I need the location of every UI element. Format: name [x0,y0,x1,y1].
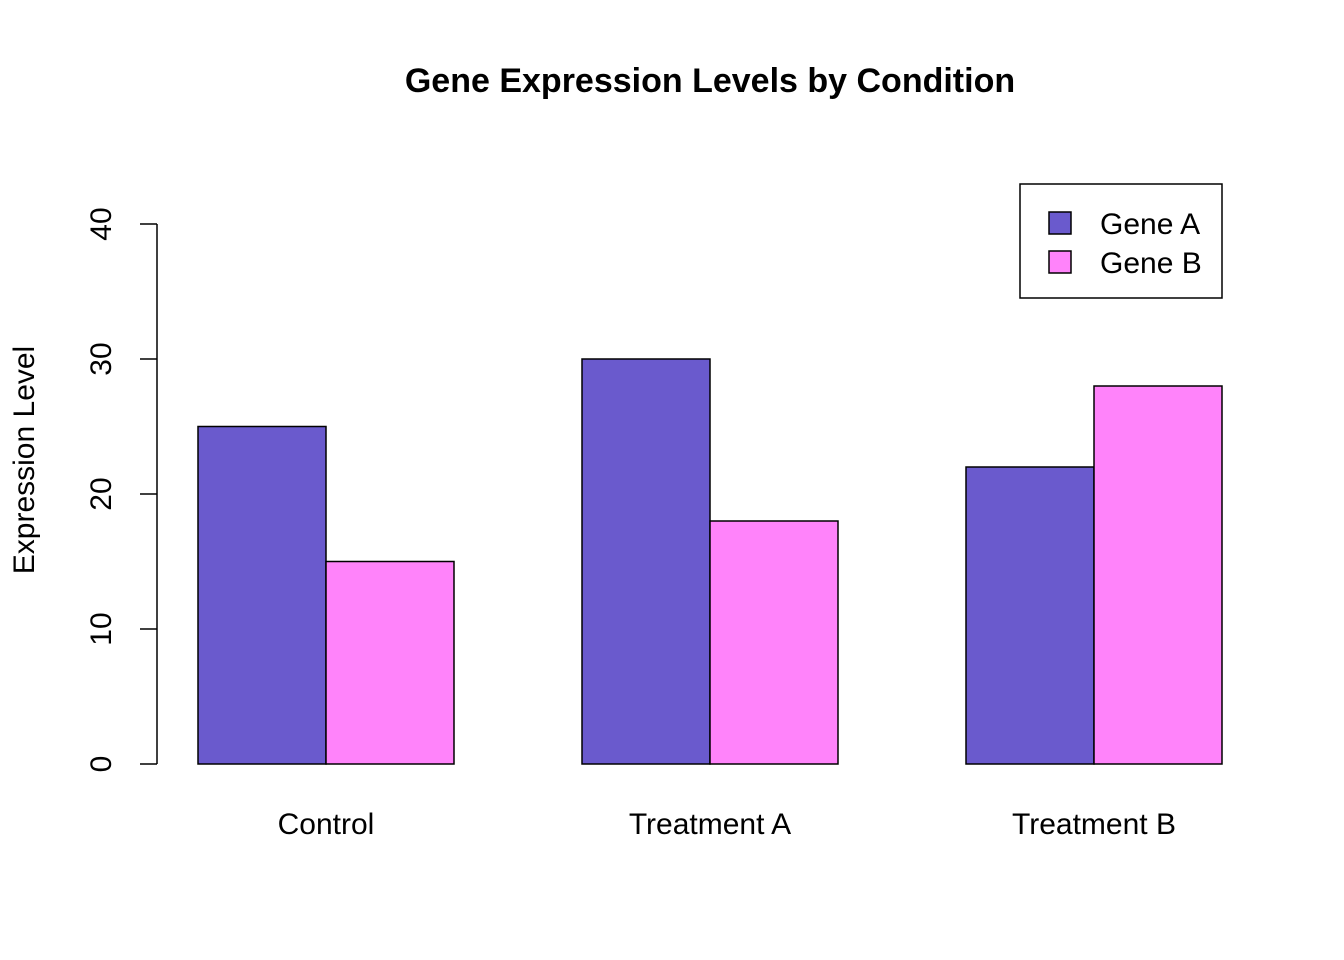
bar-treatment-b-gene-a [965,466,1095,765]
y-tick-label: 40 [85,207,118,240]
bar-treatment-b-gene-b [1093,385,1223,765]
bar-treatment-a-gene-a [581,358,711,765]
legend-swatch-gene-a [1048,211,1072,235]
bar-control-gene-b [325,560,455,765]
x-tick-label: Treatment B [1012,808,1176,841]
y-axis-label: Expression Level [8,346,41,574]
legend-swatch-gene-b [1048,250,1072,274]
x-axis-labels: Control Treatment A Treatment B [278,808,1176,841]
y-tick-label: 0 [85,756,118,773]
legend-box [1019,183,1223,299]
legend-label-gene-a: Gene A [1100,208,1200,241]
chart-title: Gene Expression Levels by Condition [405,62,1015,100]
bars [197,358,1223,765]
y-axis: 0 10 20 30 40 [85,207,158,773]
bar-treatment-a-gene-b [709,520,839,765]
y-tick-label: 10 [85,612,118,645]
y-tick-label: 30 [85,342,118,375]
x-tick-label: Control [278,808,375,841]
legend-label-gene-b: Gene B [1100,247,1202,280]
legend: Gene A Gene B [1019,183,1223,299]
bar-control-gene-a [197,425,327,765]
y-tick-label: 20 [85,477,118,510]
x-tick-label: Treatment A [629,808,791,841]
